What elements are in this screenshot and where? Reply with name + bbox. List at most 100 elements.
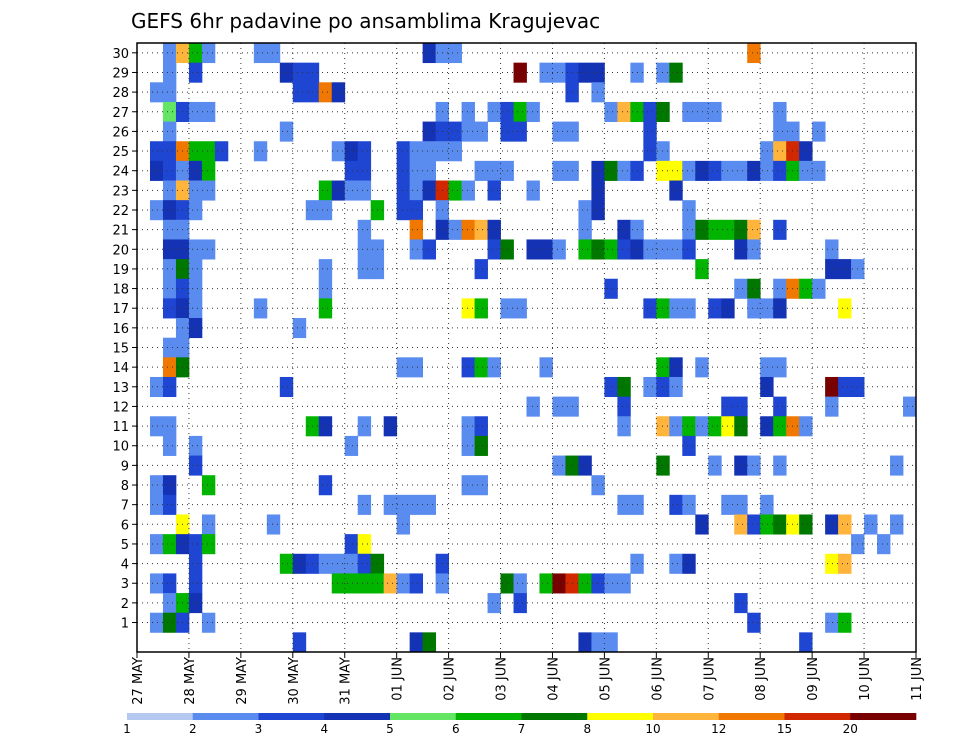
heatmap-cell: [201, 141, 216, 162]
heatmap-cell: [643, 239, 657, 260]
y-tick-label: 20: [112, 243, 129, 258]
heatmap-cell: [773, 416, 787, 437]
x-tick-label: 04 JUN: [547, 657, 562, 701]
heatmap-cell: [188, 180, 203, 201]
legend-label: 6: [452, 722, 460, 736]
heatmap-cell: [578, 239, 592, 260]
legend-swatch: [850, 713, 917, 720]
heatmap-cell: [188, 298, 203, 319]
heatmap-cell: [149, 82, 164, 103]
heatmap-cell: [617, 239, 631, 260]
heatmap-cell: [604, 376, 618, 398]
heatmap-cell: [591, 632, 605, 653]
heatmap-cell: [149, 160, 164, 181]
heatmap-cell: [708, 416, 722, 437]
y-axis: 1234567891011121314151617181920212223242…: [112, 47, 137, 632]
heatmap-cell: [474, 475, 488, 496]
heatmap-cell: [760, 416, 774, 437]
heatmap-cell: [474, 160, 488, 181]
heatmap-cell: [162, 337, 177, 358]
legend-swatch: [192, 713, 259, 720]
heatmap-cell: [760, 494, 774, 515]
heatmap-cell: [461, 435, 475, 456]
y-tick-label: 25: [112, 145, 129, 160]
y-tick-label: 1: [121, 617, 129, 632]
heatmap-cell: [188, 141, 203, 162]
legend-swatch: [258, 713, 325, 720]
heatmap-cell: [578, 455, 592, 476]
heatmap-cell: [162, 259, 177, 280]
x-tick-label: 05 JUN: [598, 657, 613, 701]
heatmap-cell: [825, 514, 839, 535]
x-tick-label: 06 JUN: [650, 657, 665, 701]
heatmap-cell: [188, 62, 203, 83]
heatmap-cell: [643, 141, 657, 162]
heatmap-cell: [409, 180, 424, 201]
heatmap-cell: [201, 514, 216, 535]
y-tick-label: 15: [112, 342, 129, 357]
legend-swatch: [587, 713, 654, 720]
heatmap-cell: [708, 160, 722, 181]
legend-label: 20: [843, 722, 858, 736]
legend-swatch: [784, 713, 851, 720]
heatmap-cell: [526, 101, 540, 122]
heatmap-cell: [552, 396, 566, 417]
heatmap-cell: [474, 259, 488, 280]
heatmap-cell: [591, 160, 605, 181]
heatmap-cell: [279, 121, 294, 142]
heatmap-cell: [513, 101, 527, 122]
heatmap-cell: [188, 435, 203, 456]
heatmap-cell: [409, 357, 424, 378]
y-tick-label: 6: [121, 518, 129, 533]
x-tick-label: 01 JUN: [391, 657, 406, 701]
heatmap-cell: [604, 632, 618, 653]
heatmap-cell: [773, 514, 787, 535]
heatmap-cell: [162, 298, 177, 319]
heatmap-cell: [890, 514, 904, 535]
heatmap-cell: [266, 514, 281, 535]
legend-label: 2: [189, 722, 197, 736]
legend-swatch: [324, 713, 391, 720]
heatmap-cell: [591, 180, 605, 201]
heatmap-cell: [669, 494, 683, 515]
heatmap-cell: [734, 455, 748, 476]
y-tick-label: 7: [121, 499, 129, 514]
heatmap-cell: [656, 160, 670, 181]
y-tick-label: 22: [112, 204, 129, 219]
heatmap-cell: [604, 160, 618, 181]
heatmap-cell: [474, 121, 488, 142]
heatmap-cell: [461, 219, 475, 240]
heatmap-cell: [760, 376, 774, 398]
x-tick-label: 29 MAY: [235, 657, 250, 705]
y-tick-label: 9: [121, 459, 129, 474]
heatmap-cell: [669, 239, 683, 260]
heatmap-cell: [669, 416, 683, 437]
heatmap-cell: [760, 160, 774, 181]
heatmap-cell: [162, 612, 177, 633]
heatmap-cell: [318, 259, 333, 280]
heatmap-cell: [812, 121, 826, 142]
legend-swatch: [718, 713, 785, 720]
heatmap-cell: [656, 298, 670, 319]
heatmap-cell: [578, 219, 592, 240]
y-tick-label: 26: [112, 125, 129, 140]
heatmap-cell: [708, 298, 722, 319]
heatmap-cell: [617, 101, 631, 122]
heatmap-cell: [162, 593, 177, 614]
heatmap-cell: [162, 160, 177, 181]
y-tick-label: 3: [121, 577, 129, 592]
heatmap-cell: [201, 475, 216, 496]
heatmap-cell: [318, 553, 333, 574]
heatmap-cell: [162, 219, 177, 240]
heatmap-cell: [318, 298, 333, 319]
heatmap-cell: [422, 494, 437, 515]
heatmap-cell: [656, 416, 670, 437]
heatmap-cell: [747, 160, 761, 181]
heatmap-cell: [461, 121, 475, 142]
heatmap-cell: [682, 239, 696, 260]
heatmap-cell: [682, 416, 696, 437]
heatmap-cell: [162, 43, 177, 64]
heatmap-cell: [682, 435, 696, 456]
heatmap-cell: [357, 573, 372, 594]
heatmap-cell: [617, 219, 631, 240]
